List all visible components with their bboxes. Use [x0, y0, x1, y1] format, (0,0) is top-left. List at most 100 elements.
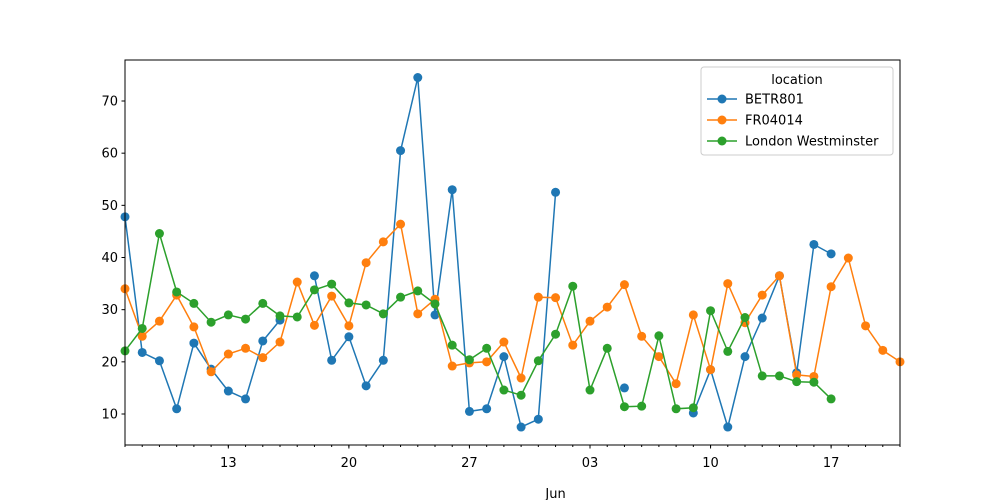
data-point	[275, 337, 285, 347]
data-point	[223, 310, 233, 320]
series-betr801	[120, 73, 836, 432]
data-point	[516, 390, 526, 400]
data-point	[826, 249, 836, 259]
data-point	[654, 352, 664, 362]
data-point	[258, 336, 268, 346]
data-point	[172, 404, 182, 414]
data-point	[516, 422, 526, 432]
x-tick-label: 03	[582, 456, 599, 471]
data-point	[327, 279, 337, 289]
data-point	[309, 285, 319, 295]
series-line	[124, 222, 901, 386]
data-point	[189, 338, 199, 348]
data-point	[378, 237, 388, 247]
data-point	[137, 331, 147, 341]
x-month-label: Jun	[544, 487, 565, 500]
data-point	[430, 299, 440, 309]
data-point	[378, 355, 388, 365]
data-point	[585, 385, 595, 395]
x-tick-label: 27	[461, 456, 478, 471]
data-point	[568, 340, 578, 350]
data-point	[206, 317, 216, 327]
data-point	[137, 323, 147, 333]
data-point	[757, 313, 767, 323]
data-point	[447, 361, 457, 371]
data-point	[154, 316, 164, 326]
data-point	[706, 306, 716, 316]
series-fr04014	[120, 219, 905, 389]
data-point	[774, 371, 784, 381]
data-point	[430, 310, 440, 320]
series-london-westminster	[120, 229, 836, 414]
data-point	[809, 377, 819, 387]
data-point	[189, 322, 199, 332]
data-point	[637, 401, 647, 411]
legend-marker	[717, 136, 727, 146]
data-point	[861, 321, 871, 331]
data-point	[499, 385, 509, 395]
data-point	[792, 370, 802, 380]
data-point	[344, 321, 354, 331]
data-point	[757, 371, 767, 381]
y-tick-label: 20	[101, 355, 118, 370]
data-point	[137, 347, 147, 357]
data-point	[396, 219, 406, 229]
data-point	[447, 185, 457, 195]
data-point	[809, 239, 819, 249]
data-point	[396, 292, 406, 302]
data-point	[464, 406, 474, 416]
data-point	[344, 332, 354, 342]
y-tick-label: 60	[101, 147, 118, 162]
plot-area	[120, 73, 905, 432]
data-point	[878, 345, 888, 355]
data-point	[482, 343, 492, 353]
data-point	[740, 352, 750, 362]
data-point	[413, 73, 423, 83]
data-point	[309, 320, 319, 330]
y-tick-label: 50	[101, 199, 118, 214]
data-point	[706, 365, 716, 375]
data-point	[619, 280, 629, 290]
data-point	[172, 287, 182, 297]
data-point	[482, 404, 492, 414]
x-tick-label: 13	[220, 456, 237, 471]
data-point	[241, 343, 251, 353]
data-point	[723, 279, 733, 289]
data-point	[189, 298, 199, 308]
legend-marker	[717, 115, 727, 125]
data-point	[533, 356, 543, 366]
y-tick-label: 30	[101, 303, 118, 318]
data-point	[723, 346, 733, 356]
data-point	[551, 293, 561, 303]
data-point	[723, 422, 733, 432]
x-tick-label: 17	[823, 456, 840, 471]
data-point	[602, 343, 612, 353]
data-point	[774, 271, 784, 281]
data-point	[516, 373, 526, 383]
data-point	[551, 187, 561, 197]
data-point	[361, 381, 371, 391]
data-point	[671, 379, 681, 389]
legend-marker	[717, 94, 727, 104]
x-tick-label: 20	[341, 456, 358, 471]
data-point	[258, 298, 268, 308]
data-point	[292, 312, 302, 322]
data-point	[533, 414, 543, 424]
data-point	[499, 337, 509, 347]
legend-title: location	[771, 73, 823, 88]
data-point	[688, 403, 698, 413]
data-point	[258, 353, 268, 363]
data-point	[223, 349, 233, 359]
legend-label: FR04014	[745, 114, 803, 129]
data-point	[499, 352, 509, 362]
data-point	[585, 316, 595, 326]
data-point	[740, 313, 750, 323]
data-point	[154, 229, 164, 239]
data-point	[619, 383, 629, 393]
legend-label: BETR801	[745, 93, 804, 108]
data-point	[292, 277, 302, 287]
data-point	[792, 377, 802, 387]
data-point	[671, 404, 681, 414]
data-point	[447, 340, 457, 350]
